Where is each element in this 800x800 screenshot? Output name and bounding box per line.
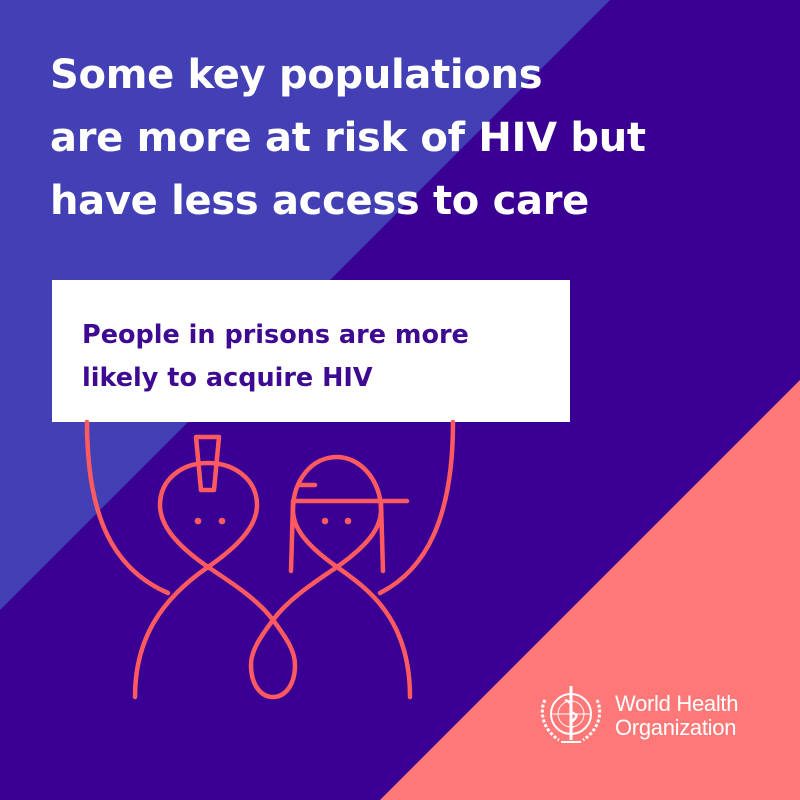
sign-card: People in prisons are more likely to acq… xyxy=(52,280,570,422)
headline-line: Some key populations xyxy=(50,52,543,98)
eye-dot xyxy=(194,517,202,525)
mohawk-hair xyxy=(193,434,222,493)
figures-outline xyxy=(132,454,413,700)
right-arm xyxy=(377,419,456,596)
headline-line: have less access to care xyxy=(50,178,589,224)
who-logo: World Health Organization xyxy=(535,682,738,750)
eye-dot xyxy=(218,517,226,525)
who-emblem-icon xyxy=(540,686,602,743)
eye-dot xyxy=(344,517,352,525)
headline-line: are more at risk of HIV but xyxy=(50,115,646,161)
left-hair-strand xyxy=(288,499,296,574)
left-arm xyxy=(84,419,171,596)
sign-text-line: People in prisons are more xyxy=(82,320,469,350)
background-coral-band xyxy=(380,380,800,800)
logo-text-line: World Health xyxy=(615,691,739,716)
eye-dot xyxy=(321,517,329,525)
sign-text-line: likely to acquire HIV xyxy=(82,363,373,393)
right-hair-strand xyxy=(378,499,386,574)
logo-text-line: Organization xyxy=(615,715,737,740)
headline: Some key populations are more at risk of… xyxy=(50,44,790,233)
